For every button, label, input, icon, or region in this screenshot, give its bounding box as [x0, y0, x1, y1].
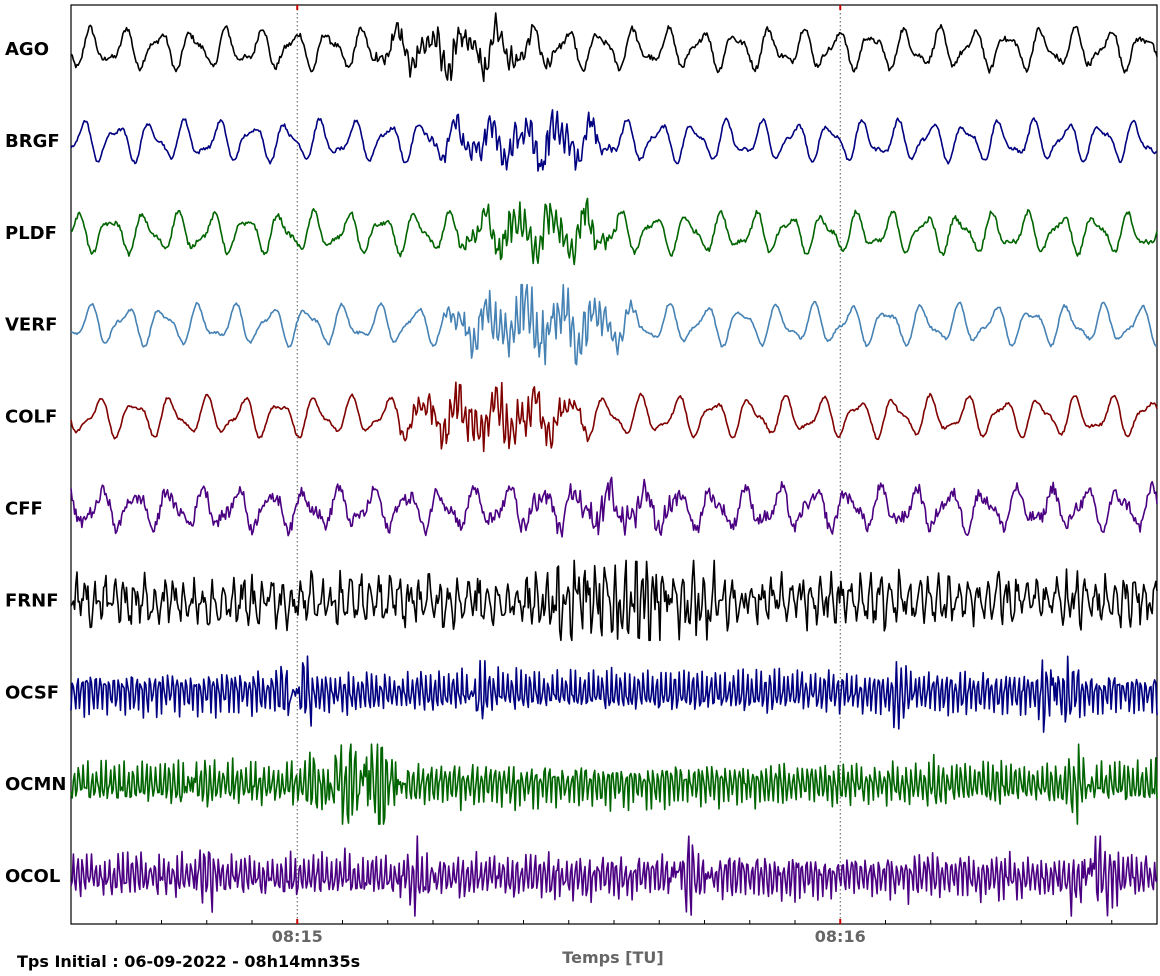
- x-axis-label: Temps [TU]: [562, 948, 663, 967]
- tick-label-0: 08:15: [272, 927, 323, 946]
- trace-ocol: [70, 835, 1158, 917]
- traces: [70, 12, 1158, 917]
- start-time-label: Tps Initial : 06-09-2022 - 08h14mn35s: [17, 952, 360, 971]
- station-label-frnf: FRNF: [5, 590, 59, 611]
- trace-pldf: [70, 197, 1158, 266]
- x-axis-ticks: 08:15 08:16: [115, 5, 1113, 946]
- station-label-brgf: BRGF: [5, 131, 60, 152]
- tick-label-1: 08:16: [815, 927, 866, 946]
- trace-frnf: [70, 559, 1158, 642]
- station-label-cff: CFF: [5, 498, 43, 519]
- trace-ocmn: [70, 743, 1158, 825]
- station-label-pldf: PLDF: [5, 223, 57, 244]
- grid-lines: [296, 5, 841, 924]
- station-label-ocmn: OCMN: [5, 774, 67, 795]
- trace-verf: [70, 283, 1158, 366]
- trace-colf: [70, 381, 1158, 453]
- station-label-ocol: OCOL: [5, 866, 60, 887]
- station-label-colf: COLF: [5, 407, 57, 428]
- trace-cff: [70, 476, 1158, 538]
- station-label-ago: AGO: [5, 39, 49, 60]
- trace-brgf: [70, 109, 1158, 172]
- station-label-verf: VERF: [5, 315, 57, 336]
- station-label-ocsf: OCSF: [5, 682, 59, 703]
- trace-ocsf: [70, 655, 1158, 733]
- station-labels: AGO BRGF PLDF VERF COLF CFF FRNF OCSF OCMN OCOL: [5, 39, 67, 887]
- trace-ago: [70, 12, 1158, 83]
